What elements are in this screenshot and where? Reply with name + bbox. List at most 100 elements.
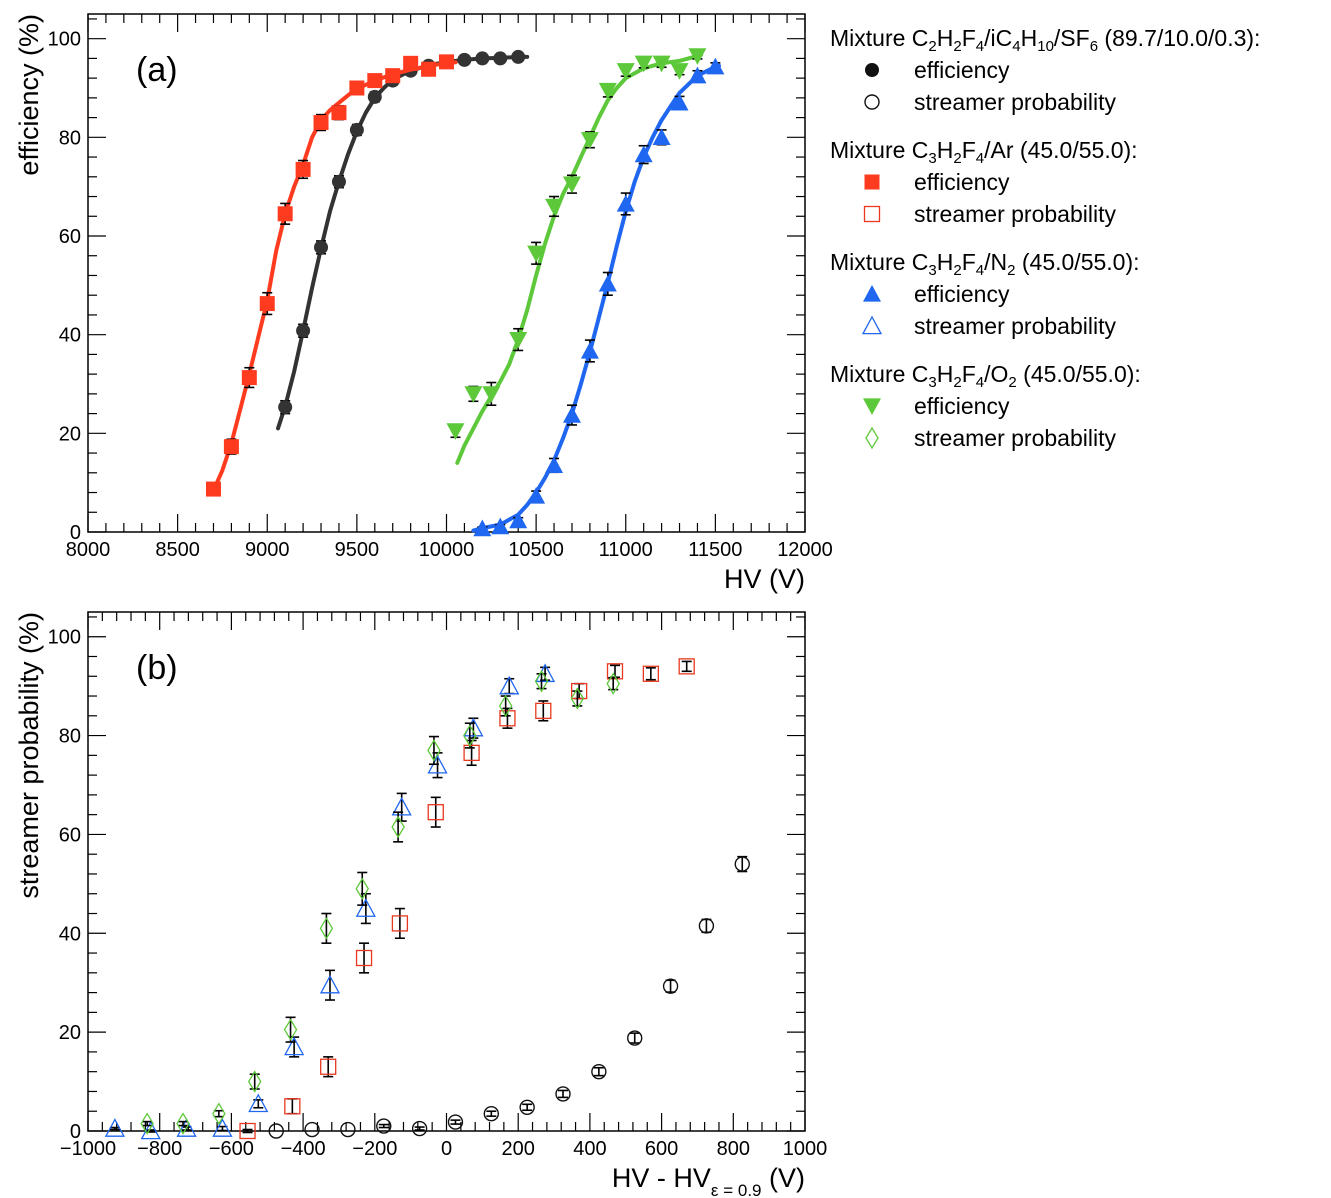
legend-entry: streamer probability	[830, 198, 1325, 230]
legend-marker	[830, 394, 914, 418]
legend-group-title: Mixture C3H2F4/Ar (45.0/55.0):	[830, 134, 1325, 166]
legend-title-suffix: (45.0/55.0):	[1013, 137, 1138, 163]
data-point	[176, 1118, 197, 1137]
data-point	[319, 917, 334, 940]
triangle-up-open-icon	[861, 315, 883, 335]
panel-b-x-axis-label: HV - HVε = 0.9 (V)	[612, 1163, 805, 1198]
panel-b-x-tick-label: 0	[441, 1138, 452, 1160]
legend-title-prefix: Mixture	[830, 137, 912, 163]
panel-a-x-tick-label: 11000	[599, 539, 653, 561]
panel-a-y-tick-label: 100	[48, 29, 81, 51]
legend-group-title: Mixture C3H2F4/N2 (45.0/55.0):	[830, 246, 1325, 278]
data-point	[678, 658, 695, 675]
data-point	[598, 82, 617, 100]
legend-entry-label: efficiency	[914, 393, 1010, 419]
data-point	[247, 1070, 262, 1093]
data-point	[212, 1102, 226, 1125]
data-point	[457, 52, 472, 67]
panel-b-y-axis-label: streamer probability (%)	[14, 612, 44, 899]
panel-b-x-tick-label: 1000	[783, 1138, 828, 1160]
panel-a-y-tick-label: 40	[59, 325, 81, 347]
legend-marker	[830, 314, 914, 338]
data-point	[562, 176, 581, 194]
data-point	[104, 1118, 125, 1137]
data-point	[355, 949, 373, 967]
data-point	[239, 1122, 256, 1140]
formula-text: C	[911, 249, 929, 275]
data-point	[427, 739, 441, 762]
data-point	[519, 1099, 535, 1115]
panel-b-x-tick-label: 200	[502, 1138, 535, 1160]
data-point	[706, 57, 725, 75]
panel-b-y-tick-label: 40	[59, 923, 81, 945]
formula-text: H	[1020, 25, 1038, 51]
data-point	[545, 198, 564, 216]
legend-entry-label: streamer probability	[914, 425, 1116, 451]
legend-entry: streamer probability	[830, 310, 1325, 342]
data-point	[140, 1120, 161, 1140]
data-point	[427, 804, 444, 821]
panel-a-x-tick-label: 10500	[508, 539, 564, 561]
formula-text: /Ar	[984, 137, 1014, 163]
formula-subscript: 3	[928, 262, 937, 279]
data-point	[482, 386, 501, 403]
data-point	[367, 73, 383, 89]
formula-text: H	[936, 137, 954, 163]
panel-b-y-tick-label: 100	[48, 627, 81, 649]
formula-text: C	[911, 25, 929, 51]
data-point	[296, 323, 311, 338]
legend-title-prefix: Mixture	[830, 249, 912, 275]
formula-subscript: 4	[975, 262, 985, 279]
data-point	[493, 51, 508, 66]
formula-subscript: 3	[928, 374, 937, 391]
formula-subscript: 10	[1037, 38, 1054, 55]
legend-marker	[830, 170, 914, 194]
legend-entry: efficiency	[830, 166, 1325, 198]
legend-title-suffix: (45.0/55.0):	[1015, 249, 1140, 275]
data-point	[570, 687, 585, 710]
legend-title-suffix: (45.0/55.0):	[1016, 361, 1141, 387]
data-point	[562, 406, 581, 423]
data-point	[483, 1105, 500, 1122]
legend-entry-label: efficiency	[914, 57, 1010, 83]
formula-text: H	[936, 25, 954, 51]
formula-text: /SF	[1053, 25, 1090, 51]
series-c3h2f4-ar-efficiency	[205, 54, 458, 497]
legend-marker	[830, 202, 914, 226]
data-point	[284, 1036, 305, 1056]
data-point	[598, 274, 617, 292]
data-point	[403, 55, 419, 71]
fit-curve-c3h2f4-n2-efficiency	[471, 63, 721, 533]
legend-entry: efficiency	[830, 390, 1325, 422]
legend-group: Mixture C3H2F4/N2 (45.0/55.0): efficiency…	[830, 246, 1325, 342]
formula-text: C	[911, 361, 929, 387]
panel-a-y-tick-label: 60	[59, 226, 81, 248]
data-point	[376, 1118, 392, 1134]
data-point	[498, 694, 513, 718]
panel-a-y-tick-label: 80	[59, 127, 81, 149]
data-point	[447, 1114, 464, 1130]
triangle-up-filled-icon	[863, 285, 881, 302]
data-point	[555, 1086, 571, 1102]
data-point	[580, 132, 599, 149]
legend-marker	[830, 282, 914, 306]
formula-subscript: 4	[1012, 38, 1021, 55]
data-point	[349, 122, 364, 137]
data-point	[367, 89, 382, 104]
data-point	[313, 115, 329, 131]
formula-text: F	[961, 25, 976, 51]
data-point	[606, 672, 620, 695]
formula-subscript: 2	[928, 38, 937, 55]
legend-group: Mixture C3H2F4/Ar (45.0/55.0): efficiency…	[830, 134, 1325, 230]
series-c3h2f4-o2-streamer-probability	[140, 669, 620, 1135]
data-point	[627, 1030, 643, 1046]
data-point	[534, 669, 549, 693]
panel-b-x-tick-label: 400	[573, 1138, 606, 1160]
data-point	[391, 915, 409, 932]
fit-curve-c3h2f4-ar-efficiency	[210, 60, 458, 495]
data-point	[295, 161, 311, 177]
data-point	[268, 1123, 284, 1139]
legend-group-title: Mixture C2H2F4/iC4H10/SF6 (89.7/10.0/0.3…	[830, 22, 1325, 54]
data-point	[176, 1112, 190, 1135]
panel-a-x-axis-label: HV (V)	[724, 564, 805, 594]
